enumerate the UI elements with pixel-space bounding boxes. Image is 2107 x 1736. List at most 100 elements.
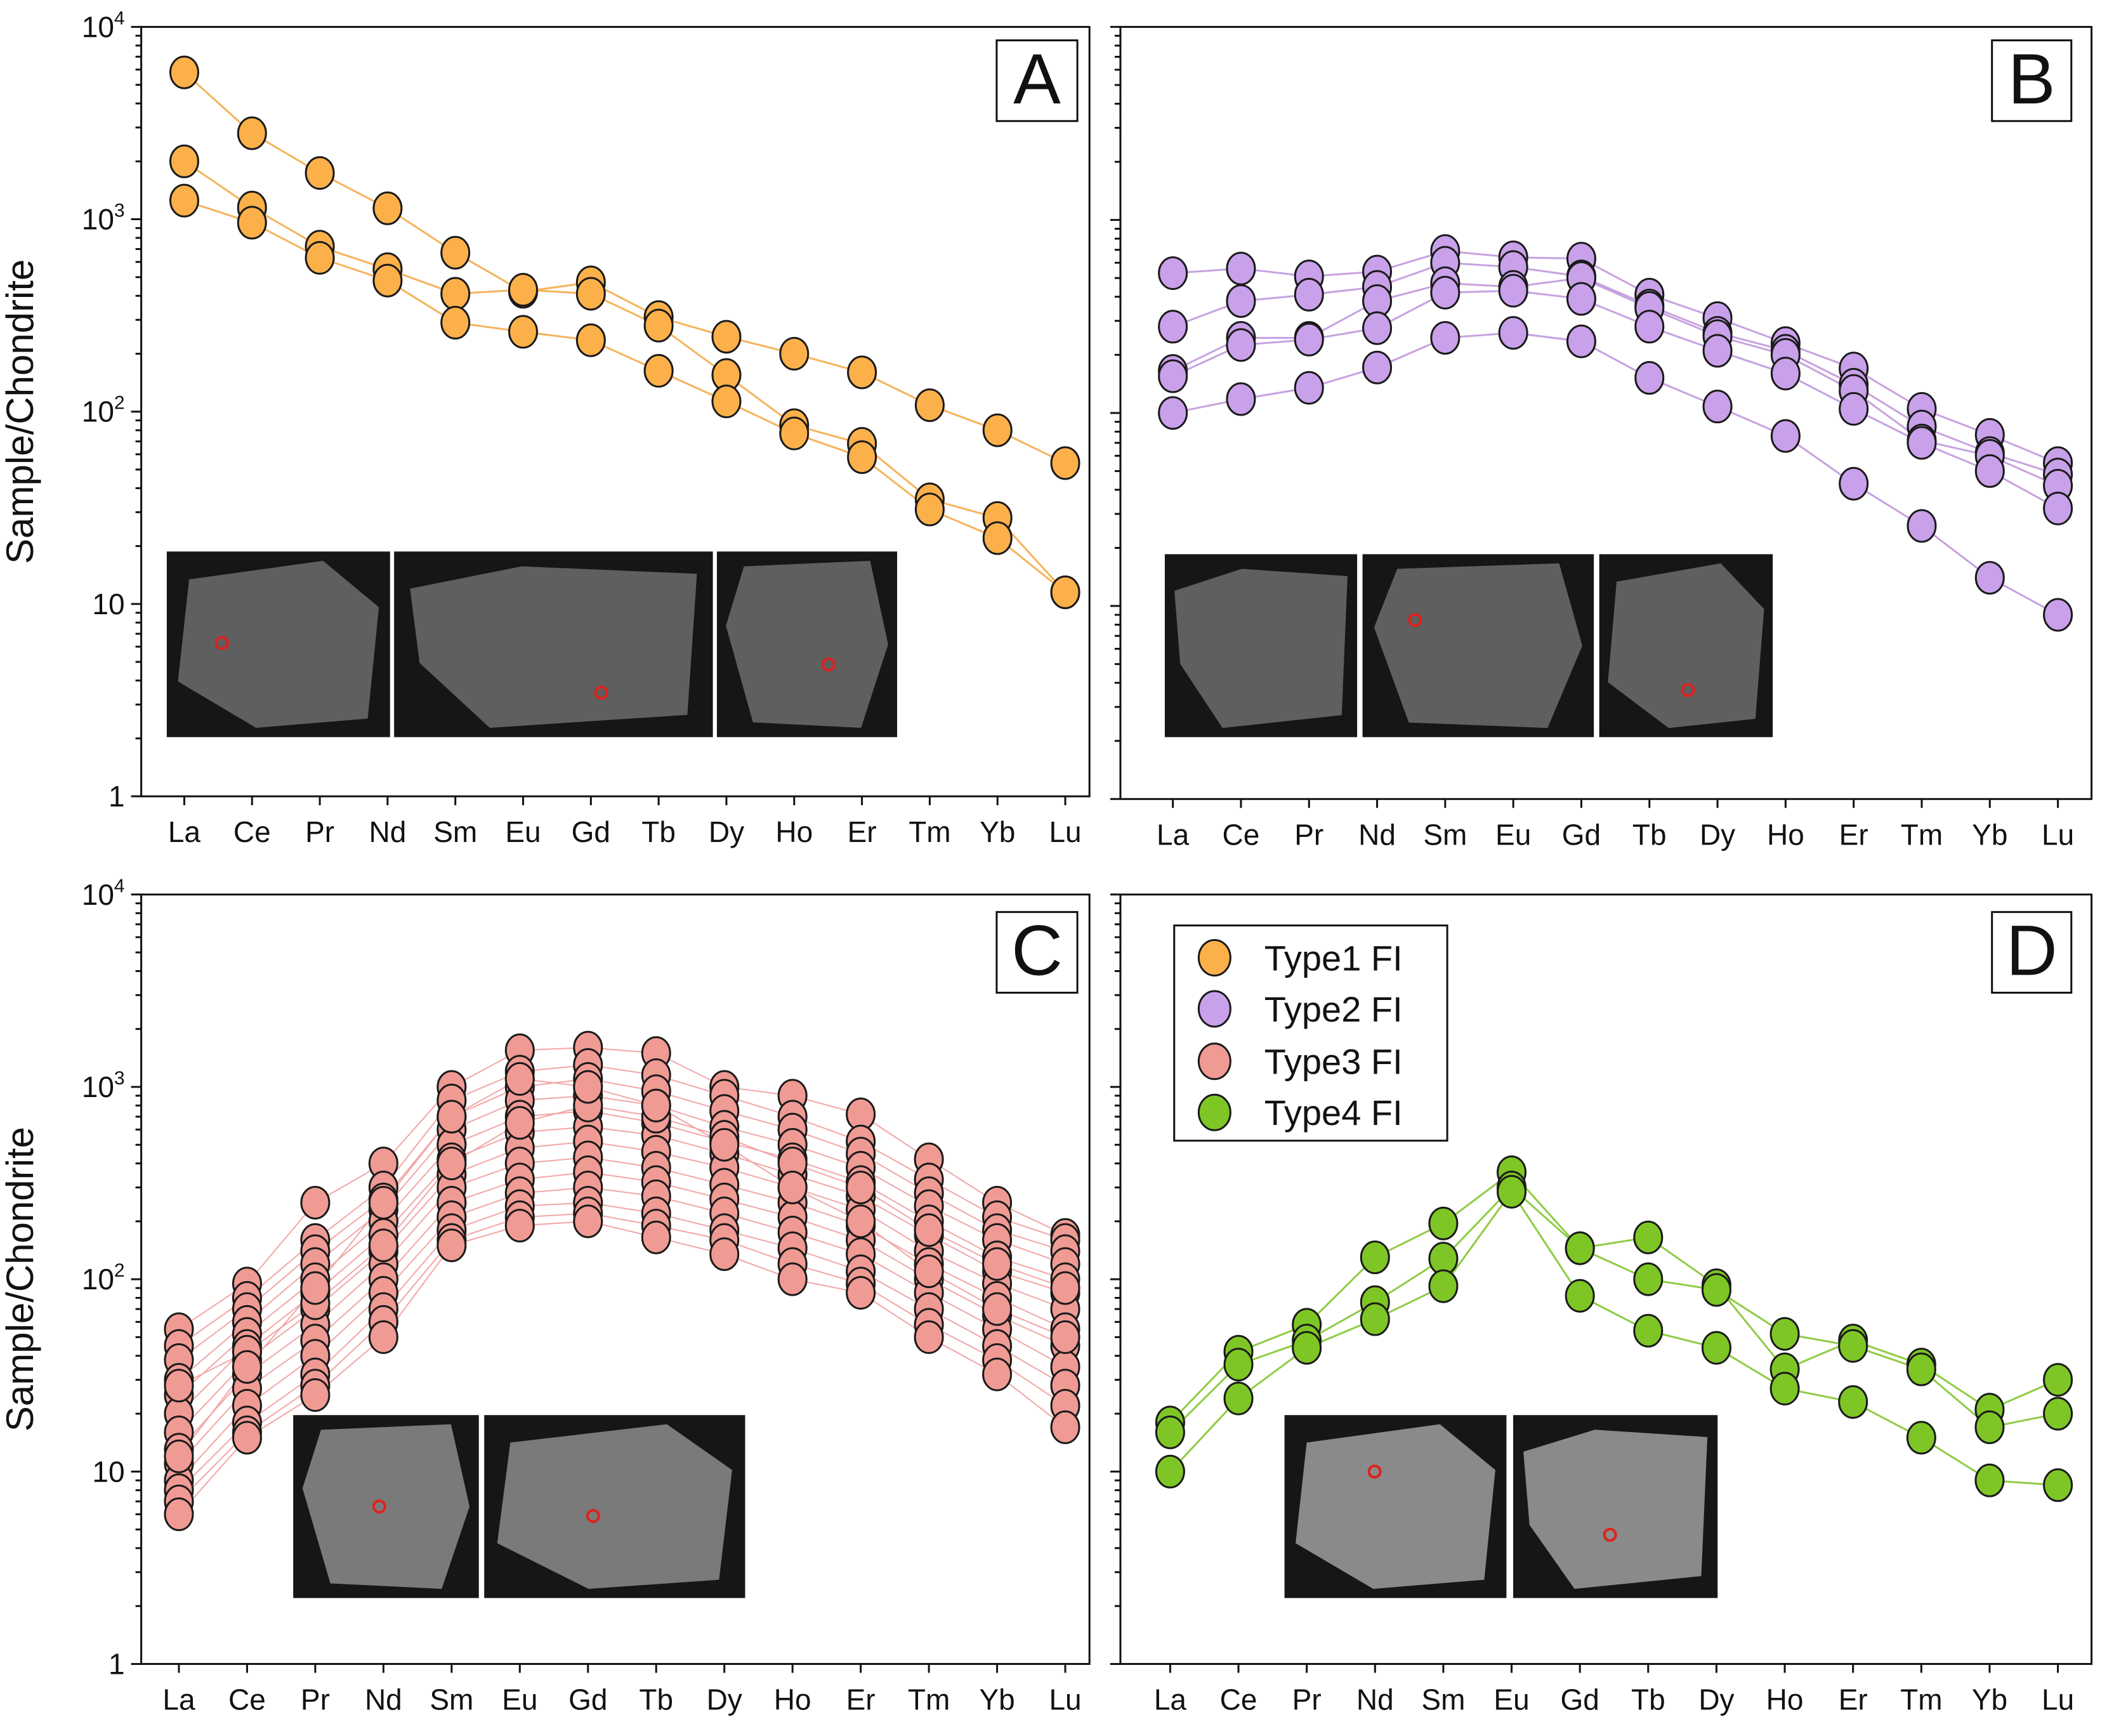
data-point-Lu — [1050, 1271, 1080, 1305]
data-point-Nd — [1360, 1302, 1390, 1336]
data-point-Er — [1839, 466, 1869, 501]
mineral-grain — [1296, 1424, 1495, 1589]
data-point-Pr — [305, 156, 335, 190]
data-point-Pr — [1294, 371, 1324, 405]
data-point-Yb — [1974, 454, 2005, 488]
cl-image-inset — [166, 551, 390, 737]
data-point-La — [1158, 396, 1188, 430]
panel-label: B — [2008, 39, 2056, 119]
x-tick-label-Er: Er — [1839, 818, 1868, 851]
data-point-Lu — [2043, 598, 2073, 632]
y-tick-label-base: 10 — [92, 1455, 124, 1488]
data-point-Pr — [300, 1271, 331, 1305]
y-tick-label: 103 — [82, 1068, 125, 1103]
y-tick-label-base: 10 — [82, 1263, 114, 1296]
y-tick-label-exponent: 4 — [114, 876, 125, 897]
data-point-La — [164, 1439, 194, 1473]
data-point-Er — [1839, 391, 1869, 426]
data-point-Gd — [1566, 282, 1596, 316]
data-point-Ce — [237, 116, 267, 150]
data-point-Lu — [1050, 575, 1080, 609]
x-tick-label-Ce: Ce — [1223, 818, 1260, 851]
y-tick-label: 10 — [92, 1455, 124, 1488]
mineral-grain — [178, 560, 379, 728]
legend-marker — [1197, 990, 1231, 1028]
x-tick-label-Gd: Gd — [568, 1683, 607, 1716]
x-tick-label-Tm: Tm — [1901, 818, 1943, 851]
panel-B: La Ce Pr Nd Sm Eu Gd Tb Dy Ho Er Tm Yb Lu B — [1110, 25, 2093, 851]
data-point-Yb — [1974, 561, 2005, 595]
x-tick-label-Tm: Tm — [908, 1683, 950, 1716]
data-point-Tm — [1906, 1421, 1936, 1455]
x-tick-label-Tb: Tb — [641, 815, 676, 848]
mineral-grain — [497, 1424, 732, 1589]
data-point-Pr — [300, 1185, 331, 1220]
data-point-Gd — [1565, 1231, 1595, 1265]
data-point-Nd — [1362, 350, 1393, 385]
data-point-Tm — [1907, 426, 1937, 460]
data-point-Dy — [709, 1128, 740, 1162]
x-tick-label-Gd: Gd — [1562, 818, 1601, 851]
x-tick-label-Sm: Sm — [1421, 1683, 1465, 1716]
data-point-Tm — [914, 1213, 944, 1247]
data-point-Ho — [777, 1262, 808, 1296]
legend-marker — [1197, 938, 1231, 977]
x-tick-label-Ho: Ho — [1767, 818, 1804, 851]
x-tick-label-Lu: Lu — [1049, 815, 1081, 848]
data-point-Tb — [1633, 1220, 1664, 1254]
y-axis-label: Sample/Chondrite — [0, 1127, 41, 1431]
data-point-Ho — [779, 336, 810, 371]
data-point-Tb — [1634, 361, 1665, 395]
data-point-Yb — [982, 521, 1013, 555]
y-tick-label-exponent: 2 — [114, 393, 125, 414]
x-tick-label-Er: Er — [1839, 1683, 1868, 1716]
data-point-Tm — [914, 492, 945, 527]
data-point-Tb — [643, 353, 674, 388]
data-point-Dy — [1702, 390, 1733, 424]
data-point-Dy — [1701, 1273, 1731, 1307]
panel-label: D — [2006, 911, 2058, 990]
data-point-Lu — [2043, 1397, 2073, 1431]
y-tick-label-base: 10 — [82, 878, 114, 911]
mineral-grain — [1523, 1430, 1708, 1589]
data-point-Tb — [641, 1088, 671, 1122]
x-tick-label-Sm: Sm — [433, 815, 477, 848]
y-tick-label-base: 1 — [108, 1647, 125, 1680]
data-point-Yb — [982, 413, 1013, 447]
data-point-Ce — [237, 206, 267, 240]
x-tick-label-Dy: Dy — [709, 815, 744, 848]
x-tick-label-Pr: Pr — [305, 815, 334, 848]
data-point-Dy — [709, 1237, 740, 1272]
data-point-Eu — [1498, 316, 1528, 350]
data-point-Gd — [573, 1204, 603, 1239]
data-point-Lu — [1050, 446, 1080, 480]
analysis-spot-marker — [372, 1499, 386, 1514]
x-tick-label-Pr: Pr — [301, 1683, 330, 1716]
analysis-spot-marker — [1603, 1527, 1617, 1542]
data-point-Er — [846, 1204, 876, 1239]
y-tick-label-base: 1 — [108, 780, 125, 813]
x-tick-label-Sm: Sm — [430, 1683, 473, 1716]
data-point-Ce — [1223, 1381, 1254, 1416]
y-tick-label: 1 — [108, 1647, 125, 1680]
analysis-spot-marker — [1681, 683, 1695, 697]
data-point-Eu — [504, 1062, 535, 1096]
x-tick-label-Dy: Dy — [1698, 1683, 1734, 1716]
analysis-spot-marker — [594, 685, 608, 700]
x-tick-label-Pr: Pr — [1292, 1683, 1322, 1716]
x-tick-label-Ce: Ce — [233, 815, 271, 848]
y-tick-label: 10 — [92, 588, 124, 621]
data-point-Ho — [1770, 419, 1801, 453]
mineral-grain — [1374, 563, 1582, 728]
x-tick-label-Ho: Ho — [774, 1683, 811, 1716]
data-point-Sm — [436, 1228, 467, 1263]
data-point-Sm — [440, 277, 471, 311]
x-tick-label-La: La — [1157, 818, 1190, 851]
x-tick-label-Tm: Tm — [909, 815, 950, 848]
data-point-Tb — [643, 308, 674, 343]
data-point-Sm — [436, 1100, 467, 1134]
data-point-Ce — [1226, 284, 1256, 318]
x-tick-label-Ho: Ho — [1766, 1683, 1804, 1716]
data-point-Yb — [1974, 1463, 2005, 1497]
